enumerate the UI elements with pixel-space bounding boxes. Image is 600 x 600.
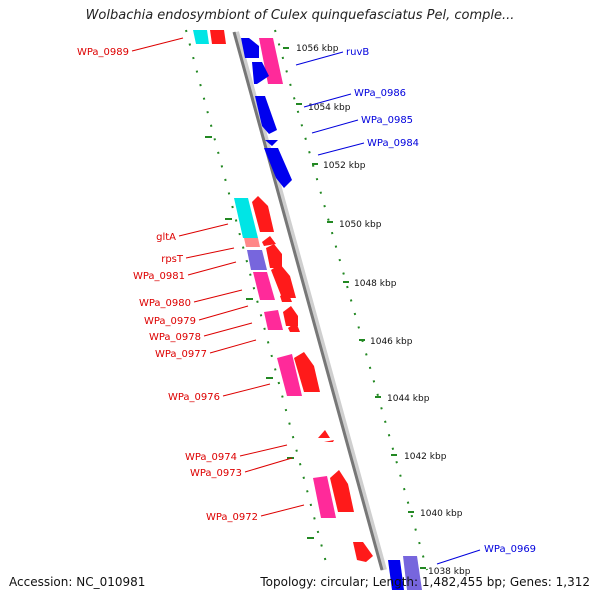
gene-label-wpa-0969: WPa_0969 — [484, 544, 536, 555]
gene-label-wpa-0979: WPa_0979 — [144, 316, 196, 327]
tick-label: 1042 kbp — [404, 452, 447, 462]
backbone-line — [232, 31, 384, 571]
gene-label-wpa-0972: WPa_0972 — [206, 512, 258, 523]
feature-pink — [277, 354, 302, 396]
leader-line — [295, 51, 344, 66]
feature-red — [262, 236, 276, 246]
leader-line — [185, 247, 235, 259]
gene-label-wpa-0977: WPa_0977 — [155, 349, 207, 360]
feature-red — [280, 292, 292, 302]
feature-purple — [403, 556, 422, 590]
leader-line — [193, 289, 243, 303]
leader-line — [131, 37, 184, 52]
leader-line — [303, 93, 352, 108]
feature-red — [288, 322, 300, 332]
feature-red — [324, 440, 334, 442]
gene-label-wpa-0973: WPa_0973 — [190, 468, 242, 479]
gene-label-wpa-0974: WPa_0974 — [185, 452, 237, 463]
gene-label-rpst: rpsT — [161, 254, 184, 265]
gene-label-wpa-0981: WPa_0981 — [133, 271, 185, 282]
gene-label-glta: gltA — [156, 232, 176, 243]
gene-label-ruvb: ruvB — [346, 47, 369, 58]
leader-line — [222, 383, 271, 397]
gene-label-wpa-0985: WPa_0985 — [361, 115, 413, 126]
tick-label: 1040 kbp — [420, 509, 463, 519]
tick-label: 1046 kbp — [370, 337, 413, 347]
dotted-tracks — [185, 29, 428, 571]
feature-red — [353, 542, 373, 562]
leader-line — [436, 549, 481, 565]
accession-text: Accession: NC_010981 — [9, 575, 146, 589]
gene-label-wpa-0989: WPa_0989 — [77, 47, 129, 58]
feature-blue — [252, 62, 269, 84]
gene-label-wpa-0978: WPa_0978 — [149, 332, 201, 343]
tick-label: 1054 kbp — [308, 103, 351, 113]
leader-line — [203, 322, 253, 337]
feature-salmon — [244, 238, 260, 247]
gene-label-wpa-0980: WPa_0980 — [139, 298, 191, 309]
leader-line — [260, 504, 305, 517]
leader-lines — [131, 37, 481, 565]
feature-blue — [241, 38, 259, 58]
tick-label: 1038 kbp — [428, 567, 471, 577]
feature-blue — [255, 96, 277, 134]
feature-blue — [265, 140, 278, 146]
leader-line — [311, 119, 359, 134]
backbone-shadow — [233, 31, 387, 571]
feature-cyan — [193, 30, 209, 44]
tick-label: 1056 kbp — [296, 44, 339, 54]
leader-line — [187, 261, 237, 276]
leader-line — [317, 142, 365, 156]
feature-red — [210, 30, 226, 44]
feature-cyan — [234, 198, 258, 238]
feature-blue — [388, 560, 404, 590]
tick-label: 1050 kbp — [339, 220, 382, 230]
tick-label: 1044 kbp — [387, 394, 430, 404]
feature-blue — [264, 148, 292, 188]
right-dotted-track — [274, 29, 428, 571]
leader-line — [239, 444, 288, 457]
feature-red — [252, 196, 274, 232]
feature-pink — [313, 476, 336, 518]
gene-label-wpa-0986: WPa_0986 — [354, 88, 406, 99]
feature-pink — [259, 38, 283, 84]
gene-label-wpa-0984: WPa_0984 — [367, 138, 419, 149]
feature-red — [294, 352, 320, 392]
feature-red — [318, 430, 330, 438]
feature-red — [271, 264, 296, 298]
features — [193, 30, 422, 590]
backbone — [232, 31, 387, 571]
tick-labels: 1056 kbp 1054 kbp 1052 kbp 1050 kbp 1048… — [296, 44, 471, 577]
leader-line — [244, 457, 293, 473]
gene-label-wpa-0976: WPa_0976 — [168, 392, 220, 403]
leader-line — [209, 339, 257, 354]
feature-purple — [247, 250, 267, 270]
topology-text: Topology: circular; Length: 1,482,455 bp… — [260, 575, 590, 589]
feature-red — [266, 244, 282, 268]
feature-pink — [253, 272, 275, 300]
tick-label: 1048 kbp — [354, 279, 397, 289]
tick-label: 1052 kbp — [323, 161, 366, 171]
gene-labels: WPa_0989 ruvB WPa_0986 WPa_0985 WPa_0984… — [77, 47, 536, 555]
leader-line — [198, 305, 249, 321]
feature-red — [330, 470, 354, 512]
map-title: Wolbachia endosymbiont of Culex quinquef… — [85, 8, 515, 23]
leader-line — [178, 223, 229, 237]
feature-pink — [264, 310, 283, 330]
feature-red — [283, 306, 298, 326]
